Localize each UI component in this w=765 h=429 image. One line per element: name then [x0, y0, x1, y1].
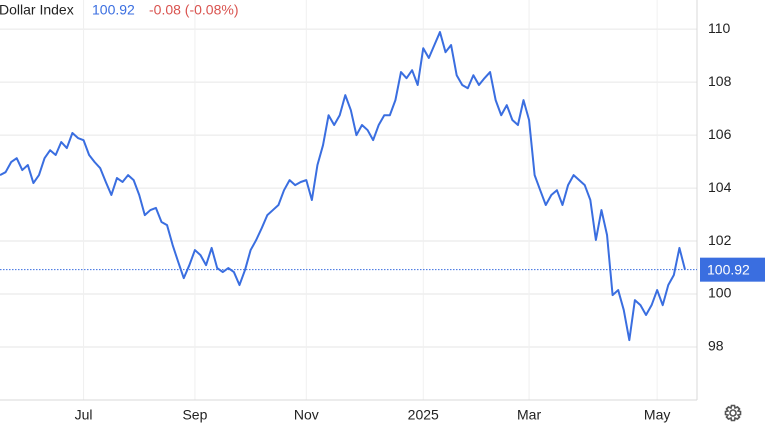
x-tick-label: May [644, 407, 670, 423]
y-tick-label: 98 [708, 338, 724, 354]
x-tick-label: Mar [517, 407, 541, 423]
header-change: -0.08 (-0.08%) [149, 2, 238, 18]
last-price-tag [700, 257, 765, 282]
y-tick-label: 102 [708, 232, 732, 248]
settings-icon[interactable] [724, 404, 742, 422]
y-tick-label: 108 [708, 73, 732, 89]
gear-hole [729, 409, 737, 417]
y-tick-label: 104 [708, 179, 732, 195]
header-price: 100.92 [92, 2, 135, 18]
price-line [0, 31, 686, 342]
gear [724, 404, 742, 422]
chart-title: Dollar Index [0, 2, 74, 18]
y-tick-label: 100 [708, 285, 732, 301]
x-tick-label: 2025 [408, 407, 439, 423]
y-tick-label: 110 [708, 20, 731, 36]
y-tick-label: 106 [708, 126, 732, 142]
x-tick-label: Nov [294, 407, 319, 423]
x-tick-label: Sep [182, 407, 207, 423]
plot-layer: 98 100 102 104 106 108 110 Jul Sep Nov 2025 Mar May [0, 0, 732, 423]
x-tick-label: Jul [75, 407, 93, 423]
last-price-label: 100.92 [707, 261, 750, 277]
